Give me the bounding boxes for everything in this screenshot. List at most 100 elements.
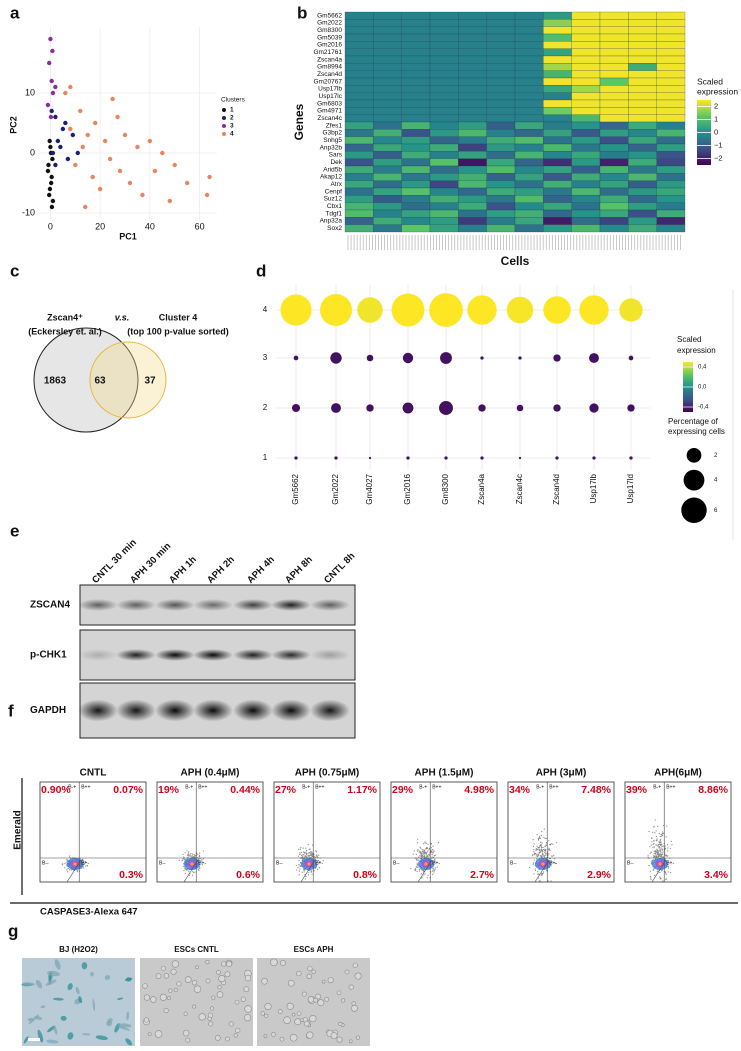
heatmap-cell: [599, 143, 629, 152]
heatmap-cell: [401, 70, 431, 79]
heatmap-cell: [401, 41, 431, 49]
flow-event: [183, 866, 186, 868]
flow-event: [314, 858, 316, 860]
flow-event: [416, 862, 418, 864]
dot: [553, 354, 561, 362]
cell: [260, 1011, 265, 1016]
scatter-point: [63, 90, 68, 96]
flow-event: [541, 874, 543, 876]
cell: [67, 983, 73, 991]
heatmap-cell: [458, 151, 487, 159]
heatmap-cell: [656, 209, 686, 218]
heatmap-cell: [656, 33, 686, 42]
cell: [289, 1033, 298, 1042]
heatmap-cell: [543, 180, 572, 189]
flow-event: [545, 853, 547, 855]
heatmap-cell: [486, 63, 516, 71]
flow-event: [656, 850, 658, 853]
heatmap-cell: [571, 165, 601, 174]
flow-event: [433, 850, 435, 852]
quadrant-percent: 0.44%: [230, 784, 260, 796]
flow-event: [420, 851, 422, 853]
flow-event: [306, 849, 308, 852]
flow-event: [182, 865, 184, 867]
heatmap-cell: [514, 202, 544, 211]
heatmap-cell: [458, 85, 487, 93]
quadrant-percent: 0.90%: [41, 784, 71, 796]
flow-event: [540, 841, 542, 843]
flow-event: [665, 855, 667, 857]
dot: [366, 354, 374, 362]
flow-event: [427, 856, 429, 858]
flow-event: [657, 845, 659, 848]
heatmap-cell: [571, 63, 601, 71]
flow-event: [66, 869, 68, 871]
heatmap-cell: [571, 107, 601, 115]
flow-event: [552, 843, 554, 845]
cell: [182, 1029, 190, 1037]
cell: [143, 994, 151, 1001]
blot-band: [271, 599, 311, 611]
blot-band: [193, 699, 233, 722]
quadrant-label: B++: [432, 784, 441, 790]
heatmap-cell: [486, 26, 516, 35]
scatter-point: [53, 162, 58, 168]
flow-event: [305, 851, 307, 853]
quadrant-label: B--: [393, 860, 400, 866]
flow-event: [184, 872, 186, 874]
flow-event: [434, 867, 436, 869]
density-core: [190, 862, 194, 866]
flow-event: [433, 870, 435, 872]
flow-event: [541, 872, 543, 875]
density-core: [541, 862, 545, 866]
flow-event: [535, 854, 538, 856]
flow-event: [547, 880, 549, 882]
flow-event: [670, 840, 672, 842]
cell: [283, 1016, 291, 1024]
cell: [155, 973, 162, 979]
flow-event: [536, 845, 538, 847]
heatmap-cell: [599, 19, 629, 27]
flow-event: [299, 848, 301, 850]
venn-left-title: Zscan4⁺: [47, 312, 83, 322]
cell: [176, 981, 182, 987]
scatter-point: [80, 144, 85, 150]
gene-label: Suz12: [324, 196, 343, 203]
flow-y-label: Emerald: [13, 810, 24, 849]
cell: [106, 1020, 112, 1027]
cell: [277, 1009, 283, 1014]
scatter-point: [65, 156, 71, 162]
scatter-point: [58, 144, 63, 150]
flow-event: [545, 854, 547, 856]
dot: [629, 456, 633, 460]
flow-event: [667, 867, 669, 869]
heatmap-cell: [373, 129, 402, 137]
dot: [589, 353, 599, 363]
flow-event: [82, 861, 84, 863]
flow-event: [544, 849, 547, 851]
flow-event: [414, 870, 416, 872]
flow-event: [537, 855, 539, 857]
heatmap-cell: [656, 11, 686, 20]
cell: [185, 1037, 191, 1043]
cell: [309, 1014, 317, 1023]
flow-event: [303, 871, 305, 873]
heatmap-cell: [344, 33, 374, 42]
blot-band: [310, 599, 350, 611]
flow-event: [658, 846, 661, 848]
cell: [27, 1017, 34, 1022]
flow-event: [540, 855, 542, 857]
heatmap-cell: [599, 129, 629, 137]
heatmap-cell: [599, 158, 629, 167]
flow-event: [653, 874, 656, 877]
heatmap-cell: [486, 92, 516, 101]
venn-right-title: (top 100 p-value sorted): [127, 326, 229, 336]
blot-band: [193, 599, 233, 611]
flow-event: [431, 849, 433, 851]
quadrant-percent: 0.07%: [113, 784, 143, 796]
heatmap-cell: [656, 165, 686, 174]
blot-label: GAPDH: [30, 705, 66, 716]
heatmap-cell: [543, 85, 572, 93]
dot: [406, 456, 410, 460]
cell: [299, 1018, 304, 1022]
